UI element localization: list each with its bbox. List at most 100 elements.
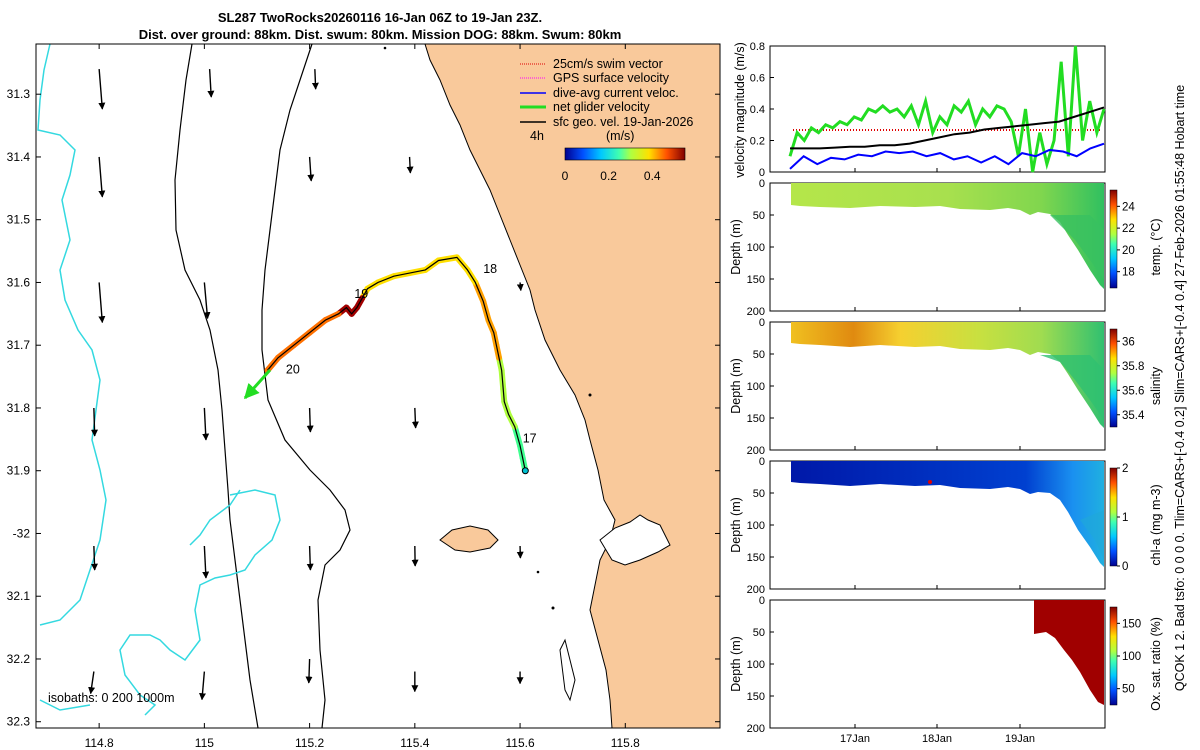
- temperature-colorbar: [1109, 189, 1118, 289]
- isobaths-label: isobaths: 0 200 1000m: [48, 691, 174, 705]
- section-y-tick-label: 150: [747, 691, 765, 703]
- map-y-tick-label: 31.9: [7, 464, 31, 478]
- colorbar-tick: 0: [562, 169, 569, 183]
- section-y-tick-label: 0: [759, 178, 765, 190]
- colorbar-label: (m/s): [606, 129, 634, 143]
- day-label: 17: [523, 431, 537, 445]
- section-y-tick-label: 50: [753, 627, 765, 639]
- geo-velocity-arrow: [199, 671, 206, 701]
- velocity-panel: 0 0.2 0.4 0.6 0.8 velocity magnitude (m/s): [733, 41, 1106, 179]
- islet: [536, 570, 540, 574]
- day-label: 20: [286, 362, 300, 376]
- velocity-series-line: [788, 45, 1106, 173]
- section-colorbar-tick: 100: [1122, 651, 1141, 663]
- legend-scale-label: 4h: [530, 129, 544, 143]
- rottnest-island: [439, 525, 499, 553]
- colorbar: [564, 147, 686, 161]
- section-colorbar-label: temp. (°C): [1149, 218, 1163, 275]
- section-colorbar-tick: 0: [1122, 561, 1128, 573]
- map-y-tick-label: 31.4: [7, 150, 31, 164]
- geo-velocity-arrow: [90, 407, 98, 437]
- chart-subtitle: Dist. over ground: 88km. Dist. swum: 80k…: [138, 27, 622, 42]
- map-x-tick-label: 115.6: [505, 736, 534, 750]
- section-colorbar-label: chl-a (mg m-3): [1149, 484, 1163, 565]
- velocity-y-tick-label: 0.4: [750, 104, 765, 116]
- section-colorbar-tick: 2: [1122, 463, 1128, 475]
- temperature-section: [791, 183, 1104, 289]
- geo-velocity-arrow: [306, 545, 314, 571]
- isobath-1000m: [174, 43, 259, 729]
- section-colorbar-tick: 36: [1122, 336, 1135, 348]
- map-y-tick-label: 32.1: [7, 589, 31, 603]
- section-y-tick-label: 0: [759, 456, 765, 468]
- velocity-series-line: [790, 106, 1105, 150]
- map-y-ticks: 31.3 31.4 31.5 31.6 31.7 31.8 31.9 -32 32.1 32.2 3…: [7, 87, 720, 729]
- salinity-deep-fresh: [1040, 355, 1104, 420]
- section-y-tick-label: 200: [747, 306, 765, 318]
- section-y-tick-label: 200: [747, 723, 765, 735]
- section-y-tick-label: 200: [747, 584, 765, 596]
- section-y-tick-label: 50: [753, 349, 765, 361]
- section-y-tick-label: 150: [747, 413, 765, 425]
- section-colorbar-tick: 18: [1122, 267, 1135, 279]
- day-label: 18: [483, 262, 497, 276]
- isobath-200m: [261, 43, 351, 729]
- legend-swim: 25cm/s swim vector: [553, 57, 663, 71]
- section-y-tick-label: 100: [747, 242, 765, 254]
- section-colorbar-tick: 20: [1122, 245, 1135, 257]
- oxygen-section: [1034, 600, 1104, 705]
- section-y-tick-label: 150: [747, 274, 765, 286]
- geo-velocity-arrow: [406, 156, 414, 174]
- section-ylabel: Depth (m): [729, 358, 743, 414]
- temperature-panel: [769, 182, 1118, 312]
- geo-velocity-arrow: [311, 69, 319, 90]
- geo-velocity-arrow: [207, 69, 215, 98]
- salinity-section: [791, 322, 1104, 428]
- salinity-panel: [769, 321, 1118, 451]
- velocity-y-tick-label: 0.2: [750, 136, 765, 148]
- section-ylabel: Depth (m): [729, 497, 743, 553]
- chart-title: SL287 TwoRocks20260116 16-Jan 06Z to 19-…: [217, 10, 543, 25]
- day-labels: 17 18 19 20: [286, 262, 537, 445]
- day-label: 19: [354, 287, 368, 301]
- geo-velocity-arrow: [98, 156, 106, 198]
- map-y-tick-label: 31.7: [7, 338, 31, 352]
- section-colorbar-label: Ox. sat. ratio (%): [1149, 617, 1163, 711]
- section-x-ticks: 17Jan 18Jan 19Jan: [840, 168, 1035, 745]
- section-colorbar-tick: 50: [1122, 684, 1135, 696]
- geo-velocity-arrow: [90, 545, 98, 571]
- section-y-tick-label: 200: [747, 445, 765, 457]
- section-ylabel: Depth (m): [729, 219, 743, 275]
- geo-vector-field: [88, 69, 524, 701]
- map-x-tick-label: 114.8: [85, 736, 114, 750]
- map-frame: [35, 43, 721, 729]
- colorbar-ticks: 0 0.2 0.4: [562, 169, 661, 183]
- isobath-cyan: [37, 43, 281, 716]
- chl-colorbar: [1109, 467, 1118, 567]
- map-x-tick-label: 115.4: [400, 736, 429, 750]
- map-x-ticks: 114.8 115 115.2 115.4 115.6 115.8: [85, 44, 640, 750]
- section-colorbar-tick: 1: [1122, 512, 1128, 524]
- map-y-tick-label: 31.6: [7, 275, 31, 289]
- geo-velocity-arrow: [202, 545, 210, 579]
- net-velocity-arrow: [243, 369, 272, 400]
- geo-velocity-arrow: [411, 407, 419, 429]
- salinity-colorbar: [1109, 328, 1118, 428]
- section-y-tick-label: 100: [747, 381, 765, 393]
- velocity-y-tick-label: 0.6: [750, 73, 765, 85]
- section-y-tick-label: 0: [759, 595, 765, 607]
- oxygen-colorbar: [1109, 606, 1118, 706]
- chl-spike: [928, 480, 932, 484]
- section-colorbar-tick: 35.6: [1122, 385, 1144, 397]
- map-legend: 25cm/s swim vector GPS surface velocity …: [520, 57, 693, 183]
- geo-velocity-arrow: [202, 407, 210, 441]
- section-colorbar-tick: 150: [1122, 618, 1141, 630]
- geo-velocity-arrow: [516, 282, 524, 292]
- geo-velocity-arrow: [98, 69, 106, 110]
- time-tick-label: 19Jan: [1005, 733, 1035, 745]
- geo-velocity-arrow: [305, 658, 313, 684]
- section-y-tick-label: 150: [747, 552, 765, 564]
- velocity-series: [788, 45, 1106, 173]
